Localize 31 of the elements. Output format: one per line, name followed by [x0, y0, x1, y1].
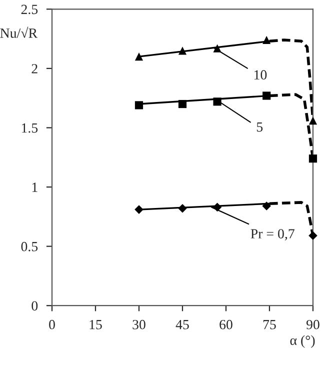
- annotation: 10: [254, 70, 267, 80]
- point: [308, 154, 318, 163]
- annotation: 5: [256, 122, 263, 132]
- x-tick-label: 15: [90, 320, 102, 330]
- x-tick-label: 75: [263, 320, 276, 330]
- point: [178, 204, 187, 213]
- point: [213, 98, 222, 106]
- y-tick-label: 1: [32, 182, 38, 192]
- x-tick-label: 60: [220, 320, 232, 330]
- y-tick-label: 1.5: [22, 123, 38, 133]
- point: [262, 36, 271, 44]
- y-tick-label: 0.5: [21, 242, 38, 252]
- point: [134, 52, 144, 61]
- x-tick-label: 90: [306, 320, 320, 330]
- y-axis-title: Nu/√R: [0, 26, 38, 38]
- point: [262, 92, 271, 100]
- x-axis-title: α (°): [290, 335, 315, 348]
- point: [134, 101, 144, 110]
- y-tick-label: 2.5: [21, 4, 38, 14]
- point: [178, 100, 187, 108]
- x-tick-label: 30: [132, 320, 146, 330]
- y-tick-label: 0: [32, 301, 38, 311]
- x-tick-label: 0: [49, 320, 55, 330]
- point: [308, 231, 318, 240]
- x-tick-label: 45: [176, 320, 189, 330]
- y-tick-label: 2: [32, 64, 38, 74]
- annotation: Pr = 0,7: [250, 229, 294, 240]
- point: [262, 202, 271, 210]
- point: [308, 116, 318, 125]
- point: [178, 46, 187, 55]
- point: [134, 205, 144, 214]
